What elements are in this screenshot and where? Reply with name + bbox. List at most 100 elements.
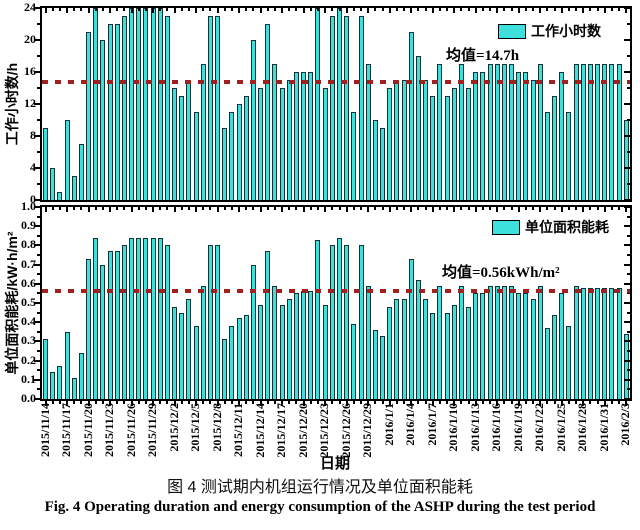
x-tick-label: 2015/12/11: [231, 403, 246, 458]
bar: [523, 293, 529, 399]
x-tick-bottom: [388, 401, 391, 406]
y-tick-label: 0.3: [21, 333, 36, 348]
x-axis-title: 日期: [319, 455, 350, 472]
x-tick-mid: [331, 207, 334, 210]
bar: [107, 251, 113, 399]
bar: [250, 264, 256, 399]
bar: [57, 192, 63, 200]
bar: [372, 120, 378, 200]
y-minor-tick-right: [627, 273, 630, 276]
bar: [222, 339, 228, 399]
y-major-tick: [34, 282, 40, 285]
x-tick-bottom: [367, 401, 370, 406]
x-tick-bottom: [51, 401, 54, 404]
x-tick-bottom: [453, 401, 456, 406]
x-tick-bottom: [202, 401, 205, 404]
mean-line: [42, 80, 630, 85]
y-minor-tick: [37, 151, 40, 153]
bar: [509, 64, 515, 200]
x-tick-top: [130, 8, 133, 13]
y-minor-tick-right: [627, 119, 630, 121]
x-tick-mid: [517, 207, 520, 212]
x-tick-bottom: [481, 401, 484, 404]
x-tick-mid: [288, 207, 291, 210]
energy-legend: 单位面积能耗: [492, 217, 609, 237]
y-major-tick-right: [624, 103, 630, 105]
bar: [157, 8, 163, 200]
x-tick-mid: [309, 207, 312, 210]
bar: [293, 72, 299, 200]
x-tick-top: [195, 8, 198, 13]
y-major-tick: [34, 340, 40, 343]
bar: [93, 237, 99, 399]
x-tick-mid: [44, 207, 47, 212]
x-tick-bottom: [352, 401, 355, 404]
x-tick-mid: [144, 207, 147, 210]
y-tick-label: 0.9: [21, 218, 36, 233]
x-tick-top: [524, 8, 527, 11]
bar: [344, 16, 350, 200]
x-tick-mid: [281, 207, 284, 212]
x-tick-label: 2015/12/5: [188, 403, 203, 452]
x-tick-mid: [403, 207, 406, 210]
x-tick-top: [202, 8, 205, 11]
bar: [250, 40, 256, 200]
x-tick-bottom: [73, 401, 76, 404]
bar: [236, 104, 242, 200]
bar: [136, 8, 142, 200]
x-tick-top: [173, 8, 176, 13]
y-tick-label: 12: [24, 96, 36, 110]
x-tick-label: 2016/2/3: [618, 403, 633, 446]
bar: [50, 372, 56, 399]
bar: [380, 128, 386, 200]
x-tick-bottom: [252, 401, 255, 404]
bar: [401, 80, 407, 200]
y-minor-tick-right: [627, 87, 630, 89]
y-major-tick: [34, 378, 40, 381]
bar: [286, 80, 292, 200]
bar: [172, 88, 178, 200]
x-tick-bottom: [316, 401, 319, 404]
bar: [186, 80, 192, 200]
caption-chinese: 图 4 测试期内机组运行情况及单位面积能耗: [167, 479, 473, 496]
bar: [544, 112, 550, 200]
bar: [365, 64, 371, 200]
x-tick-top: [109, 8, 112, 13]
x-tick-bottom: [338, 401, 341, 404]
x-tick-bottom: [324, 401, 327, 406]
bar: [408, 32, 414, 200]
x-tick-top: [610, 8, 613, 11]
x-tick-mid: [324, 207, 327, 212]
x-tick-mid: [352, 207, 355, 210]
y-minor-tick: [37, 369, 40, 372]
x-tick-label: 2016/1/16: [489, 403, 504, 452]
y-tick-label: 24: [24, 0, 36, 14]
x-tick-top: [496, 8, 499, 13]
x-tick-top: [589, 8, 592, 11]
bar: [200, 64, 206, 200]
bar: [93, 8, 99, 200]
hours-mean-annotation: 均值=14.7h: [446, 48, 520, 64]
y-major-tick: [34, 302, 40, 304]
x-tick-bottom: [524, 401, 527, 404]
bar: [480, 293, 486, 399]
x-tick-bottom: [58, 401, 61, 404]
x-tick-top: [209, 8, 212, 11]
x-tick-mid: [259, 207, 262, 212]
bar: [401, 299, 407, 399]
x-tick-bottom: [173, 401, 176, 406]
x-tick-mid: [438, 207, 441, 210]
bar: [537, 64, 543, 200]
y-major-tick-right: [624, 199, 630, 201]
x-tick-bottom: [273, 401, 276, 404]
x-tick-bottom: [618, 401, 621, 404]
x-tick-mid: [73, 207, 76, 210]
y-major-tick: [34, 135, 40, 137]
x-tick-mid: [489, 207, 492, 210]
x-tick-bottom: [116, 401, 119, 404]
x-tick-mid: [381, 207, 384, 210]
bar: [430, 96, 436, 200]
y-major-tick: [34, 244, 40, 247]
bar: [530, 80, 536, 200]
bar: [466, 306, 472, 399]
